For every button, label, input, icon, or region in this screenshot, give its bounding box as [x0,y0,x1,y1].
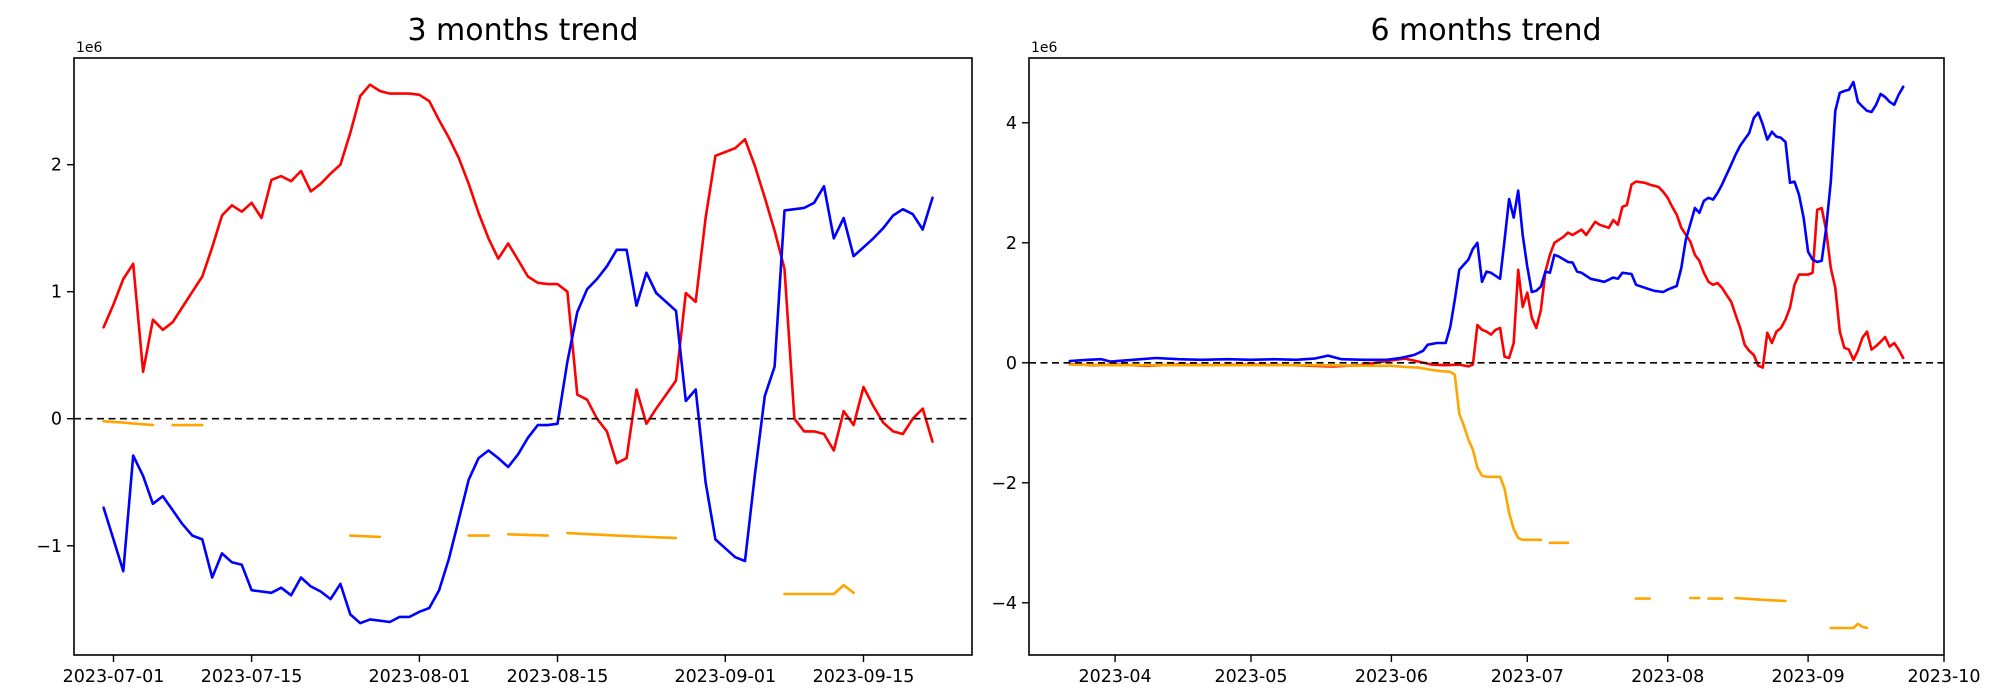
axes-frame [1028,57,1945,656]
y-tick-label: −2 [991,474,1017,494]
y-tick-label: 1 [51,283,62,303]
orange-line [102,420,155,427]
orange-line [1068,363,1543,542]
y-tick-label: −1 [36,537,62,557]
x-tick-label: 2023-08-15 [507,667,609,687]
series-group [1068,80,1905,630]
orange-line [349,534,382,539]
x-tick-label: 2023-10 [1907,667,1980,687]
orange-line [506,533,549,537]
blue-line [102,185,934,625]
x-tick-label: 2023-09-15 [813,667,915,687]
y-tick-label: 2 [51,156,62,176]
x-tick-label: 2023-05 [1214,667,1287,687]
six-months-chart: 2023-04 2023-05 2023-06 2023-07 2023-08 2023-… [991,57,1981,687]
orange-line [783,583,855,596]
x-tick-label: 2023-04 [1079,667,1152,687]
y-tick-label: 4 [1006,114,1017,134]
x-tick-label: 2023-07-15 [201,667,303,687]
x-tick-label: 2023-09-01 [674,667,776,687]
y-tick-label: 0 [1006,354,1017,374]
chart-title-3-months: 3 months trend [407,13,638,48]
red-line [1068,180,1905,369]
red-line [102,83,934,465]
y-axis-multiplier-left: 1e6 [76,40,103,56]
x-tick-label: 2023-07 [1491,667,1564,687]
three-months-chart: 2023-07-01 2023-07-15 2023-08-01 2023-08-15… [36,57,973,687]
y-tick-label: 2 [1006,234,1017,254]
y-tick-label: −4 [991,594,1017,614]
x-tick-label: 2023-08-01 [369,667,471,687]
x-tick-label: 2023-06 [1355,667,1428,687]
axis-ticks: 2023-07-01 2023-07-15 2023-08-01 2023-08-15… [36,156,914,687]
orange-line [566,531,678,540]
orange-line [1734,596,1787,603]
y-axis-multiplier-right: 1e6 [1031,40,1058,56]
series-group [102,83,934,625]
x-tick-label: 2023-07-01 [63,667,165,687]
x-tick-label: 2023-09 [1772,667,1845,687]
blue-line [1068,80,1905,363]
y-tick-label: 0 [51,410,62,430]
orange-line [1829,622,1869,630]
x-tick-label: 2023-08 [1631,667,1704,687]
chart-title-6-months: 6 months trend [1370,13,1601,48]
axes-frame [73,57,973,656]
axis-ticks: 2023-04 2023-05 2023-06 2023-07 2023-08 2023-… [991,114,1980,687]
